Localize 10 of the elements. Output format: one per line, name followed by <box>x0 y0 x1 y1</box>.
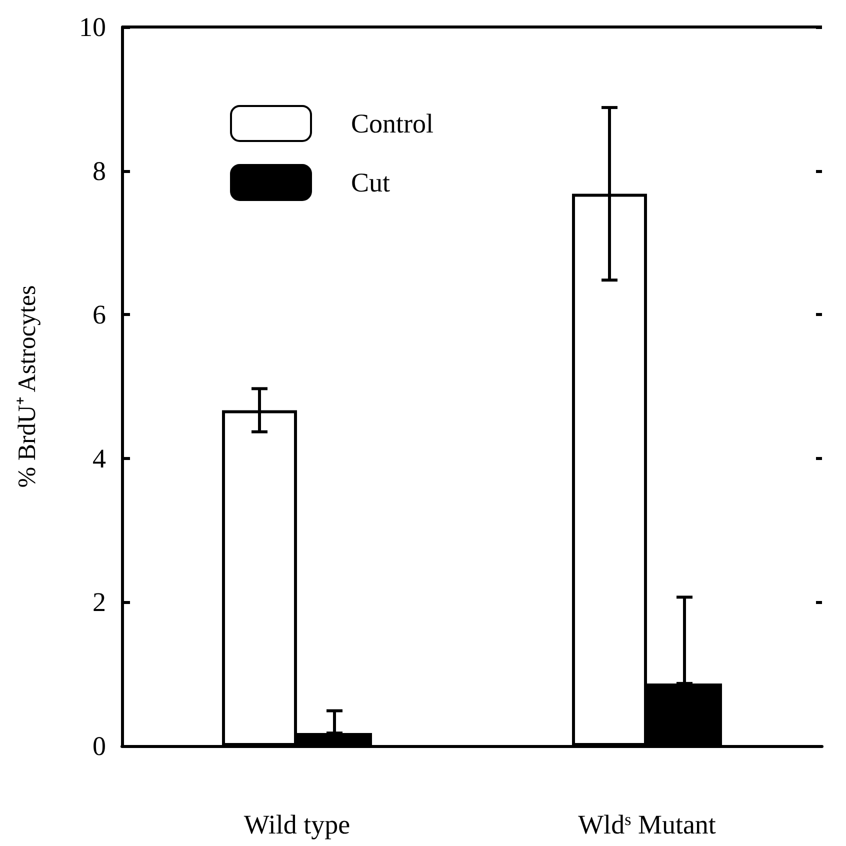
y-axis-title: % BrdU⁺ Astrocytes <box>14 285 41 488</box>
y-tick-label: 10 <box>79 12 106 42</box>
y-tick-label: 6 <box>92 300 106 330</box>
legend-label: Control <box>351 108 434 138</box>
y-tick-label: 8 <box>92 156 106 186</box>
y-tick-label: 4 <box>92 443 106 474</box>
x-tick-label: Wild type <box>244 810 350 840</box>
legend-label: Cut <box>351 168 391 198</box>
y-tick-label: 2 <box>92 587 106 618</box>
y-tick-label: 0 <box>92 731 106 761</box>
